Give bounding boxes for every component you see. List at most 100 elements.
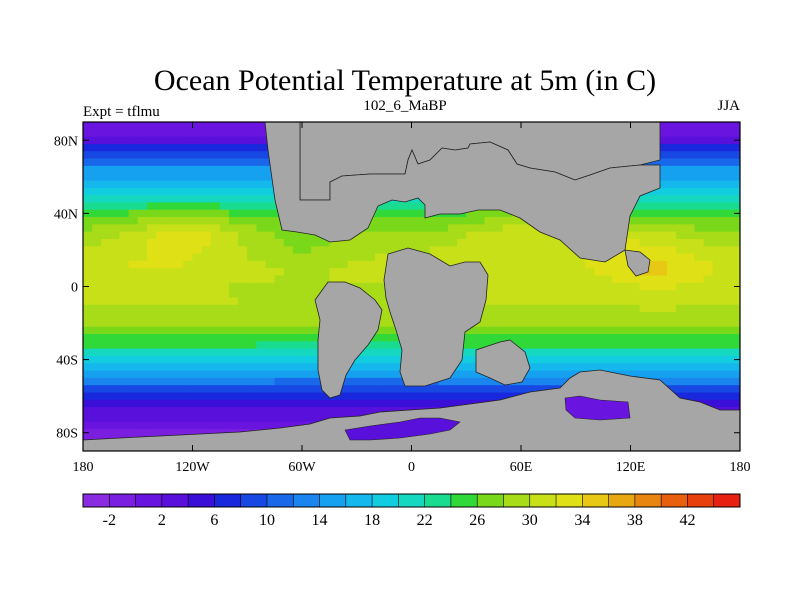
temperature-cell (183, 275, 194, 284)
temperature-cell (247, 407, 257, 416)
temperature-cell (657, 312, 668, 320)
landmass-africa (383, 247, 489, 387)
temperature-cell (146, 129, 157, 138)
temperature-cell (156, 268, 166, 277)
temperature-cell (721, 195, 732, 204)
temperature-cell (365, 385, 376, 394)
temperature-cell (192, 326, 203, 335)
temperature-cell (530, 275, 540, 284)
temperature-cell (192, 122, 203, 130)
temperature-cell (575, 275, 586, 284)
temperature-cell (229, 385, 239, 394)
temperature-cell (156, 151, 166, 160)
temperature-cell (584, 268, 595, 277)
temperature-cell (238, 334, 248, 342)
temperature-cell (320, 260, 330, 269)
temperature-cell (502, 260, 513, 269)
temperature-cell (219, 334, 230, 342)
temperature-cell (192, 377, 203, 386)
temperature-cell (101, 312, 111, 320)
temperature-cell (402, 238, 413, 247)
temperature-cell (256, 304, 267, 313)
temperature-cell (402, 217, 413, 225)
temperature-cell (183, 180, 194, 189)
colorbar-swatch (266, 494, 294, 507)
temperature-cell (156, 414, 166, 423)
temperature-cell (530, 246, 540, 255)
temperature-cell (721, 202, 732, 211)
temperature-cell (584, 341, 595, 350)
temperature-cell (730, 231, 740, 240)
temperature-cell (365, 275, 376, 284)
temperature-cell (402, 399, 413, 408)
temperature-cell (712, 217, 723, 225)
temperature-cell (165, 180, 175, 189)
temperature-cell (703, 151, 714, 160)
temperature-cell (92, 414, 102, 423)
temperature-cell (712, 282, 723, 291)
temperature-cell (192, 158, 203, 167)
y-tick-label: 40N (54, 207, 78, 222)
temperature-cell (712, 129, 723, 138)
temperature-cell (721, 158, 732, 167)
temperature-cell (302, 290, 312, 299)
temperature-cell (530, 385, 540, 394)
temperature-cell (183, 122, 194, 130)
temperature-cell (92, 246, 102, 255)
temperature-cell (229, 151, 239, 160)
temperature-cell (265, 392, 276, 401)
temperature-cell (219, 297, 230, 306)
colorbar-label: 26 (469, 512, 485, 529)
temperature-cell (685, 129, 695, 138)
colorbar: -2 2 6 10 14 18 22 26 30 34 38 42 (82, 493, 741, 529)
temperature-cell (247, 304, 257, 313)
temperature-cell (128, 195, 139, 204)
temperature-cell (119, 290, 130, 299)
temperature-cell (648, 202, 659, 211)
temperature-cell (146, 165, 157, 174)
temperature-cell (685, 312, 695, 320)
temperature-cell (639, 297, 650, 306)
temperature-cell (639, 246, 650, 255)
temperature-cell (694, 385, 705, 394)
temperature-cell (712, 355, 723, 364)
temperature-cell (174, 312, 184, 320)
temperature-cell (457, 392, 467, 401)
landmass-south-america (314, 281, 383, 399)
temperature-cell (667, 143, 677, 152)
temperature-cell (156, 326, 166, 335)
temperature-cell (685, 253, 695, 262)
temperature-cell (694, 348, 705, 357)
temperature-cell (201, 180, 212, 189)
temperature-cell (247, 217, 257, 225)
temperature-cell (183, 370, 194, 379)
temperature-cell (703, 282, 714, 291)
temperature-cell (256, 377, 267, 386)
temperature-cell (639, 319, 650, 328)
temperature-cell (685, 268, 695, 277)
temperature-cell (694, 231, 705, 240)
temperature-cell (156, 165, 166, 174)
temperature-cell (219, 129, 230, 138)
temperature-cell (146, 312, 157, 320)
temperature-cell (156, 209, 166, 218)
temperature-cell (265, 370, 276, 379)
temperature-cell (156, 143, 166, 152)
temperature-cell (411, 392, 422, 401)
temperature-cell (493, 253, 504, 262)
temperature-cell (311, 319, 321, 328)
temperature-cell (229, 392, 239, 401)
temperature-cell (137, 355, 148, 364)
temperature-cell (502, 326, 513, 335)
temperature-cell (584, 275, 595, 284)
temperature-cell (712, 363, 723, 372)
temperature-cell (530, 319, 540, 328)
temperature-cell (566, 268, 577, 277)
temperature-cell (201, 355, 212, 364)
temperature-cell (101, 187, 111, 196)
temperature-cell (83, 158, 93, 167)
temperature-cell (356, 260, 367, 269)
temperature-cell (438, 385, 449, 394)
temperature-cell (612, 326, 622, 335)
temperature-cell (630, 224, 641, 233)
